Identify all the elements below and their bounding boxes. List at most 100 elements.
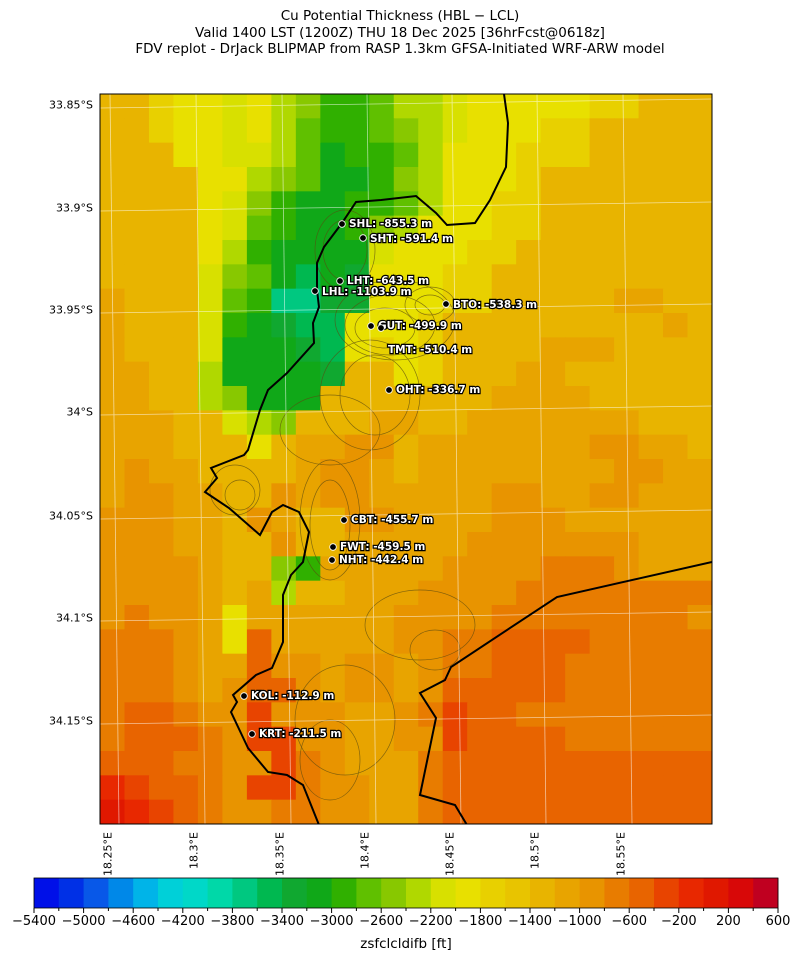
heatmap-cell	[173, 142, 199, 168]
heatmap-cell	[663, 532, 689, 557]
title-line-2: Valid 1400 LST (1200Z) THU 18 Dec 2025 […	[195, 25, 605, 41]
heatmap-cell	[516, 288, 542, 314]
heatmap-cell	[614, 483, 640, 509]
heatmap-cell	[663, 215, 689, 241]
heatmap-cell	[516, 167, 542, 192]
heatmap-cell	[663, 483, 689, 509]
latitude-line	[100, 201, 712, 212]
heatmap-cell	[589, 605, 615, 630]
heatmap-cell	[393, 361, 419, 387]
heatmap-cell	[467, 653, 493, 679]
heatmap-cell	[100, 215, 126, 241]
heatmap-cell	[246, 191, 272, 217]
site-marker-icon	[336, 277, 344, 285]
heatmap-cell	[100, 702, 126, 728]
heatmap-cell	[418, 191, 444, 217]
heatmap-cell	[516, 580, 542, 606]
colorbar-tick-label: 200	[715, 914, 741, 929]
heatmap-cell	[173, 118, 199, 144]
heatmap-cell	[565, 167, 591, 192]
heatmap-cell	[663, 142, 689, 168]
heatmap-cell	[663, 605, 689, 630]
heatmap-cell	[565, 799, 591, 824]
heatmap-cell	[148, 361, 175, 387]
heatmap-cell	[663, 799, 689, 824]
heatmap-cell	[173, 556, 199, 582]
colorbar-segment	[207, 878, 233, 908]
heatmap-cell	[369, 118, 395, 144]
heatmap-cell	[148, 751, 175, 776]
heatmap-cell	[565, 118, 591, 144]
heatmap-cell	[173, 361, 199, 387]
heatmap-cell	[540, 240, 566, 265]
colorbar-tick-label: −5400	[12, 914, 56, 929]
heatmap-cell	[271, 507, 297, 533]
heatmap-cell	[222, 240, 248, 265]
heatmap-cell	[369, 142, 395, 168]
heatmap-cell	[516, 532, 542, 557]
site-marker-icon	[240, 692, 248, 700]
heatmap-cell	[197, 361, 223, 387]
site-marker-icon	[367, 322, 375, 330]
heatmap-cell	[491, 459, 517, 484]
heatmap-cell	[638, 799, 664, 824]
heatmap-cell	[124, 94, 150, 119]
heatmap-cell	[393, 726, 419, 752]
heatmap-cell	[148, 337, 175, 363]
heatmap-cell	[320, 142, 346, 168]
heatmap-cell	[467, 94, 493, 119]
heatmap-cell	[393, 605, 419, 630]
heatmap-cell	[614, 264, 640, 290]
heatmap-cell	[173, 264, 199, 290]
heatmap-cell	[614, 678, 640, 703]
heatmap-cell	[516, 313, 542, 338]
heatmap-cell	[589, 775, 615, 801]
heatmap-cell	[540, 605, 566, 630]
heatmap-cell	[491, 580, 517, 606]
heatmap-cell	[638, 459, 664, 484]
heatmap-cell	[246, 94, 272, 119]
heatmap-cell	[565, 775, 591, 801]
site-label: SHT: -591.4 m	[370, 233, 453, 245]
heatmap-cell	[516, 434, 542, 460]
heatmap-cell	[393, 142, 419, 168]
site-marker-icon	[377, 324, 385, 332]
heatmap-cell	[614, 556, 640, 582]
heatmap-cell	[467, 313, 493, 338]
heatmap-cell	[663, 313, 689, 338]
heatmap-cell	[516, 142, 542, 168]
heatmap-cell	[516, 556, 542, 582]
heatmap-cell	[320, 799, 346, 824]
colorbar-segment	[455, 878, 481, 908]
heatmap-cell	[148, 94, 175, 119]
heatmap-cell	[687, 459, 712, 484]
heatmap-cell	[467, 215, 493, 241]
heatmap-cell	[638, 288, 664, 314]
heatmap-cell	[442, 215, 468, 241]
heatmap-cell	[173, 386, 199, 411]
heatmap-cell	[222, 215, 248, 241]
heatmap-cell	[393, 215, 419, 241]
heatmap-cell	[369, 799, 395, 824]
heatmap-cell	[589, 240, 615, 265]
heatmap-cell	[344, 361, 370, 387]
heatmap-cell	[148, 483, 175, 509]
heatmap-cell	[148, 142, 175, 168]
heatmap-cell	[222, 361, 248, 387]
heatmap-cell	[148, 799, 175, 824]
heatmap-cell	[124, 799, 150, 824]
heatmap-cell	[589, 556, 615, 582]
heatmap-cell	[393, 386, 419, 411]
heatmap-cell	[222, 264, 248, 290]
heatmap-cell	[687, 410, 712, 436]
heatmap-cell	[100, 240, 126, 265]
heatmap-cell	[540, 629, 566, 655]
heatmap-cell	[369, 751, 395, 776]
heatmap-cell	[246, 264, 272, 290]
heatmap-cell	[687, 799, 712, 824]
heatmap-cell	[100, 167, 126, 192]
heatmap-cell	[295, 483, 321, 509]
heatmap-cell	[467, 118, 493, 144]
heatmap-cell	[246, 678, 272, 703]
heatmap-cell	[148, 775, 175, 801]
